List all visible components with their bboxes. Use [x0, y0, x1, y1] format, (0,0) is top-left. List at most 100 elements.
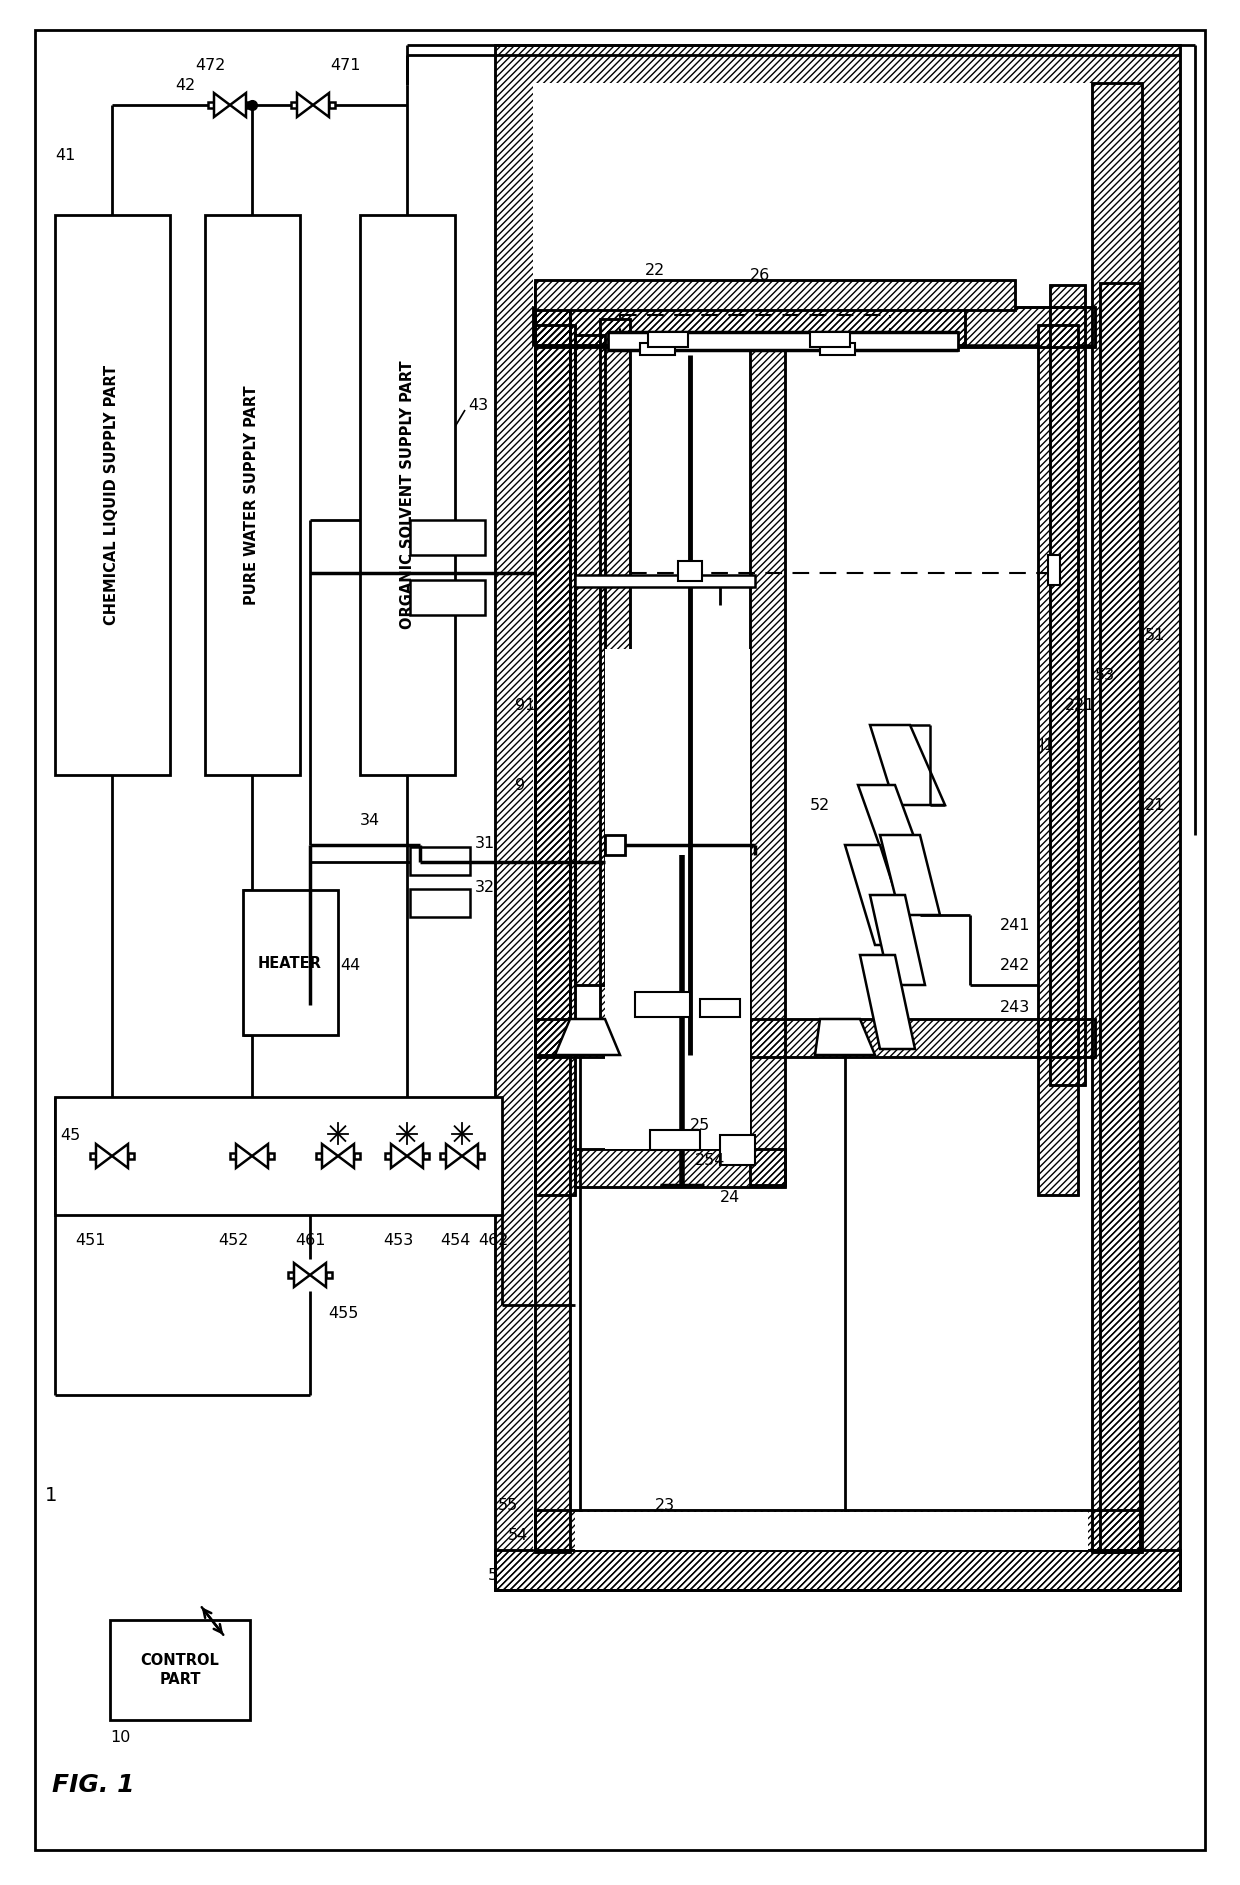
- Bar: [229, 1154, 236, 1159]
- Text: PURE WATER SUPPLY PART: PURE WATER SUPPLY PART: [244, 385, 259, 605]
- Bar: [205, 215, 300, 775]
- Bar: [534, 283, 570, 1551]
- Bar: [495, 1549, 1180, 1591]
- Bar: [1100, 283, 1140, 1551]
- Text: 54: 54: [508, 1527, 528, 1542]
- Polygon shape: [870, 895, 925, 986]
- Polygon shape: [294, 1263, 310, 1287]
- Bar: [534, 281, 1016, 309]
- Bar: [440, 1154, 446, 1159]
- Bar: [410, 520, 485, 554]
- Polygon shape: [446, 1144, 463, 1169]
- Text: 22: 22: [645, 262, 665, 277]
- Text: 44: 44: [340, 958, 361, 973]
- Text: 243: 243: [999, 999, 1030, 1014]
- Text: 462: 462: [477, 1233, 508, 1248]
- Bar: [534, 85, 1141, 1551]
- Bar: [268, 1154, 274, 1159]
- Bar: [534, 1020, 1095, 1057]
- Text: 52: 52: [810, 797, 831, 812]
- Bar: [534, 283, 570, 1551]
- Bar: [534, 285, 570, 1056]
- Text: 51: 51: [1145, 628, 1166, 643]
- Text: 23: 23: [655, 1497, 675, 1512]
- Polygon shape: [95, 1144, 112, 1169]
- Polygon shape: [215, 92, 229, 117]
- Text: 10: 10: [110, 1730, 130, 1744]
- Polygon shape: [339, 1144, 353, 1169]
- Text: 91: 91: [515, 697, 536, 713]
- Bar: [533, 307, 1112, 345]
- Bar: [534, 283, 570, 1551]
- Text: 26: 26: [750, 268, 770, 283]
- Text: 43: 43: [467, 398, 489, 413]
- Polygon shape: [463, 1144, 477, 1169]
- Bar: [635, 1514, 1087, 1549]
- Bar: [600, 319, 630, 1020]
- Text: 32: 32: [475, 880, 495, 895]
- Text: 34: 34: [360, 812, 381, 828]
- Text: 455: 455: [329, 1306, 358, 1321]
- Bar: [575, 1150, 785, 1188]
- Bar: [635, 992, 689, 1018]
- Polygon shape: [858, 784, 928, 875]
- Bar: [600, 319, 630, 1020]
- Bar: [1050, 285, 1085, 1086]
- Text: 241: 241: [999, 918, 1030, 933]
- Bar: [575, 336, 605, 986]
- Text: 5: 5: [489, 1568, 498, 1583]
- Bar: [1092, 83, 1142, 1551]
- Bar: [534, 1510, 1140, 1549]
- Bar: [533, 307, 1112, 345]
- Bar: [534, 281, 1016, 309]
- Text: 452: 452: [218, 1233, 248, 1248]
- Polygon shape: [310, 1263, 326, 1287]
- Bar: [533, 307, 1112, 345]
- Bar: [326, 1272, 332, 1278]
- Bar: [640, 343, 675, 354]
- Bar: [495, 1549, 1180, 1591]
- Bar: [534, 1020, 1095, 1057]
- Bar: [820, 343, 856, 354]
- Polygon shape: [322, 1144, 339, 1169]
- Text: 53: 53: [1095, 667, 1115, 682]
- Bar: [495, 45, 1180, 1591]
- Bar: [534, 307, 1095, 347]
- Text: 453: 453: [383, 1233, 413, 1248]
- Text: 242: 242: [999, 958, 1030, 973]
- Bar: [410, 890, 470, 916]
- Polygon shape: [252, 1144, 268, 1169]
- Bar: [534, 307, 965, 345]
- Bar: [384, 1154, 391, 1159]
- Bar: [1092, 83, 1142, 1551]
- Text: 451: 451: [74, 1233, 105, 1248]
- Bar: [534, 285, 570, 1056]
- Bar: [534, 281, 1016, 309]
- Bar: [608, 332, 959, 351]
- Text: CONTROL
PART: CONTROL PART: [140, 1653, 219, 1687]
- Bar: [410, 846, 470, 875]
- Text: 472: 472: [195, 58, 226, 72]
- Text: 254: 254: [694, 1152, 725, 1167]
- Bar: [128, 1154, 134, 1159]
- Bar: [1100, 283, 1140, 1551]
- Bar: [575, 1150, 785, 1188]
- Bar: [575, 336, 605, 986]
- Text: 9: 9: [515, 777, 525, 792]
- Bar: [534, 324, 575, 1195]
- Bar: [423, 1154, 429, 1159]
- Text: J1: J1: [1040, 737, 1055, 752]
- Polygon shape: [229, 92, 246, 117]
- Text: 55: 55: [498, 1497, 518, 1512]
- Bar: [534, 285, 570, 1056]
- Text: 471: 471: [330, 58, 361, 72]
- Bar: [1048, 554, 1060, 584]
- Polygon shape: [298, 92, 312, 117]
- Bar: [495, 1549, 1180, 1591]
- Bar: [600, 319, 630, 1020]
- Bar: [495, 45, 1180, 1591]
- Bar: [605, 648, 750, 1150]
- Polygon shape: [880, 835, 940, 914]
- Polygon shape: [407, 1144, 423, 1169]
- Text: ORGANIC SOLVENT SUPPLY PART: ORGANIC SOLVENT SUPPLY PART: [399, 360, 414, 630]
